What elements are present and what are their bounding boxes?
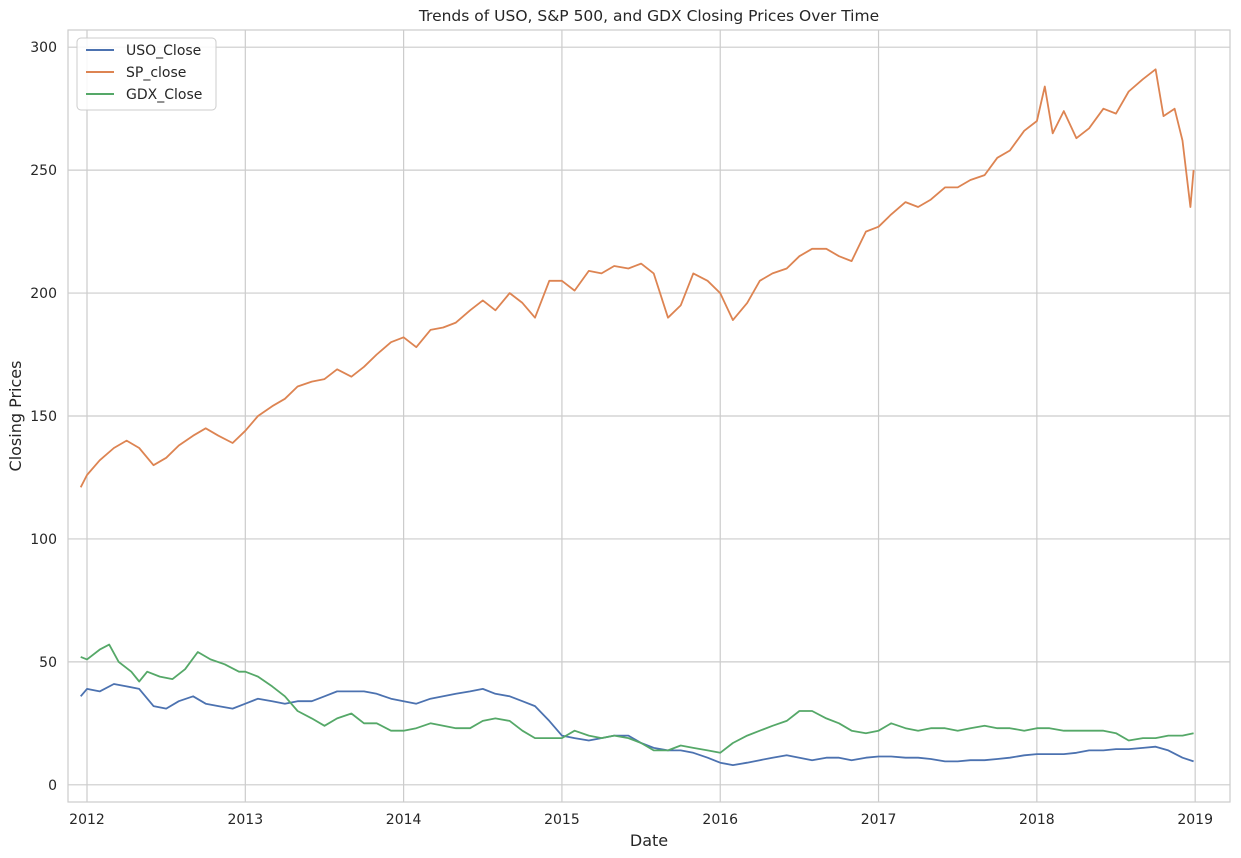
series-line-sp: [79, 68, 1195, 488]
legend-label-sp: SP_close: [126, 65, 186, 81]
plot-frame: [67, 29, 1231, 803]
x-tick-label: 2014: [386, 812, 422, 828]
y-tick-label: 100: [30, 532, 57, 548]
chart-title: Trends of USO, S&P 500, and GDX Closing …: [418, 7, 879, 25]
legend: USO_Close SP_close GDX_Close: [76, 37, 217, 111]
legend-label-gdx: GDX_Close: [126, 87, 202, 103]
y-tick-label: 300: [30, 40, 57, 56]
y-tick-label: 50: [39, 655, 57, 671]
legend-label-uso: USO_Close: [126, 43, 201, 59]
y-tick-label: 0: [48, 778, 57, 794]
x-tick-label: 2019: [1177, 812, 1213, 828]
series-lines: [79, 68, 1195, 766]
tick-labels: 2012 2013 2014 2015 2016 2017 2018 2019 0 50 100 15…: [30, 40, 1213, 828]
x-tick-label: 2017: [861, 812, 897, 828]
y-axis-label: Closing Prices: [6, 361, 25, 472]
x-tick-label: 2012: [69, 812, 105, 828]
y-tick-label: 200: [30, 286, 57, 302]
series-line-uso: [80, 683, 1194, 766]
x-tick-label: 2015: [544, 812, 580, 828]
x-tick-label: 2016: [702, 812, 738, 828]
x-tick-label: 2018: [1019, 812, 1055, 828]
grid-lines: [68, 30, 1230, 802]
series-line-gdx: [80, 643, 1194, 754]
legend-box: [76, 37, 217, 111]
x-tick-label: 2013: [227, 812, 263, 828]
y-tick-label: 150: [30, 409, 57, 425]
x-axis-label: Date: [630, 831, 668, 850]
y-tick-label: 250: [30, 163, 57, 179]
